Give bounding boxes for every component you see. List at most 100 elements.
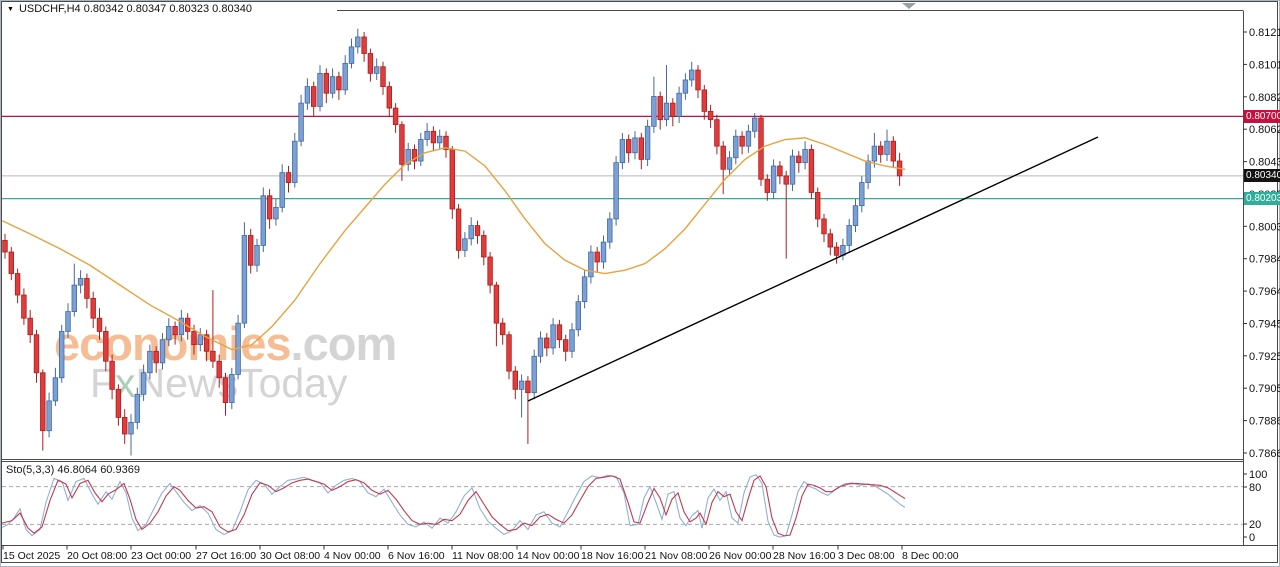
- candle-body: [33, 334, 40, 374]
- candle-body: [821, 218, 827, 235]
- candle-body: [273, 206, 279, 220]
- candle-body: [405, 149, 411, 165]
- candle-body: [203, 334, 210, 352]
- candle-body: [436, 135, 443, 144]
- time-tick-label: 18 Nov 16:00: [581, 550, 644, 562]
- candle-body: [777, 165, 783, 177]
- ma-line: [1, 137, 906, 351]
- candle-body: [317, 72, 323, 107]
- candle-body: [52, 377, 59, 402]
- candle-body: [588, 251, 594, 278]
- candle-body: [563, 339, 569, 352]
- candle-body: [657, 96, 663, 121]
- candle-body: [619, 139, 626, 164]
- trendline: [527, 136, 1099, 402]
- candle-body: [229, 374, 235, 403]
- candle-body: [531, 355, 537, 394]
- candle-body: [197, 334, 203, 346]
- symbol-dropdown-icon[interactable]: ▼: [7, 5, 14, 13]
- stochastic-name: Sto(5,3,3): [6, 464, 55, 476]
- candle-body: [720, 145, 726, 170]
- candle-body: [254, 245, 260, 266]
- candle-body: [707, 111, 714, 121]
- time-tick-label: 20 Oct 08:00: [67, 550, 127, 562]
- candle-body: [733, 135, 739, 159]
- candle-body: [544, 337, 550, 349]
- time-tick-label: 27 Oct 16:00: [196, 550, 256, 562]
- chart-shift-triangle-icon: [902, 3, 916, 9]
- time-tick-label: 3 Dec 08:00: [838, 550, 895, 562]
- candle-body: [323, 72, 329, 94]
- candle-body: [556, 324, 563, 341]
- candle-body: [191, 331, 197, 346]
- price-tick-label: 0.80035: [1249, 221, 1280, 233]
- candle-body: [424, 130, 430, 140]
- candle-body: [109, 360, 115, 390]
- candle-body: [670, 102, 676, 117]
- candle-body: [279, 172, 285, 208]
- candle-body: [783, 175, 789, 185]
- candle-body: [638, 137, 644, 160]
- candle-body: [380, 66, 386, 87]
- price-tick-label: 0.79055: [1249, 383, 1280, 395]
- candle-body: [298, 102, 304, 142]
- candle-body: [411, 149, 418, 162]
- candle-body: [140, 372, 147, 395]
- stoch-axis-label: 80: [1249, 482, 1261, 494]
- candle-body: [651, 96, 657, 127]
- stoch-axis-label: 20: [1249, 519, 1261, 531]
- candle-body: [852, 205, 859, 226]
- price-tick-label: 0.80625: [1249, 124, 1280, 136]
- stoch-d-line: [1, 475, 906, 537]
- candle-body: [159, 339, 166, 364]
- candle-body: [884, 140, 890, 155]
- time-tick-label: 26 Nov 00:00: [709, 550, 772, 562]
- candle-body: [222, 377, 229, 403]
- time-tick-label: 4 Nov 00:00: [324, 550, 381, 562]
- candle-body: [304, 86, 311, 104]
- candle-body: [676, 92, 682, 117]
- support-price-badge: 0.80203: [1244, 192, 1280, 206]
- chart-title-text: USDCHF,H4 0.80342 0.80347 0.80323 0.8034…: [18, 3, 252, 15]
- candle-body: [46, 400, 52, 432]
- candle-body: [550, 324, 556, 349]
- stoch-k-line: [1, 473, 906, 538]
- time-tick-label: 6 Nov 16:00: [388, 550, 445, 562]
- watermark-suffix-text: .com: [290, 317, 398, 370]
- candle-body: [134, 393, 140, 423]
- candle-body: [27, 317, 33, 336]
- chart-title: ▼ USDCHF,H4 0.80342 0.80347 0.80323 0.80…: [2, 2, 337, 16]
- candle-body: [770, 165, 777, 193]
- candle-body: [115, 388, 122, 418]
- time-tick-label: 21 Nov 08:00: [645, 550, 708, 562]
- candle-body: [166, 326, 172, 341]
- candle-body: [147, 350, 153, 374]
- candle-body: [846, 225, 852, 246]
- candle-body: [796, 155, 802, 164]
- candle-body: [726, 157, 733, 170]
- candle-body: [871, 145, 878, 162]
- price-tick-label: 0.78665: [1249, 448, 1280, 460]
- candle-body: [833, 246, 840, 256]
- candle-body: [84, 278, 90, 299]
- candle-body: [128, 422, 134, 435]
- candle-body: [600, 241, 607, 263]
- candle-body: [752, 117, 758, 132]
- candle-body: [764, 178, 770, 193]
- candle-body: [65, 311, 71, 332]
- candle-body: [40, 372, 46, 432]
- candle-body: [865, 160, 871, 183]
- time-tick-label: 28 Nov 16:00: [773, 550, 836, 562]
- candle-body: [386, 86, 392, 109]
- price-tick-label: 0.79645: [1249, 286, 1280, 298]
- candle-body: [468, 225, 474, 240]
- candle-body: [474, 225, 481, 236]
- candle-body: [241, 235, 248, 324]
- time-tick-label: 23 Oct 00:00: [131, 550, 191, 562]
